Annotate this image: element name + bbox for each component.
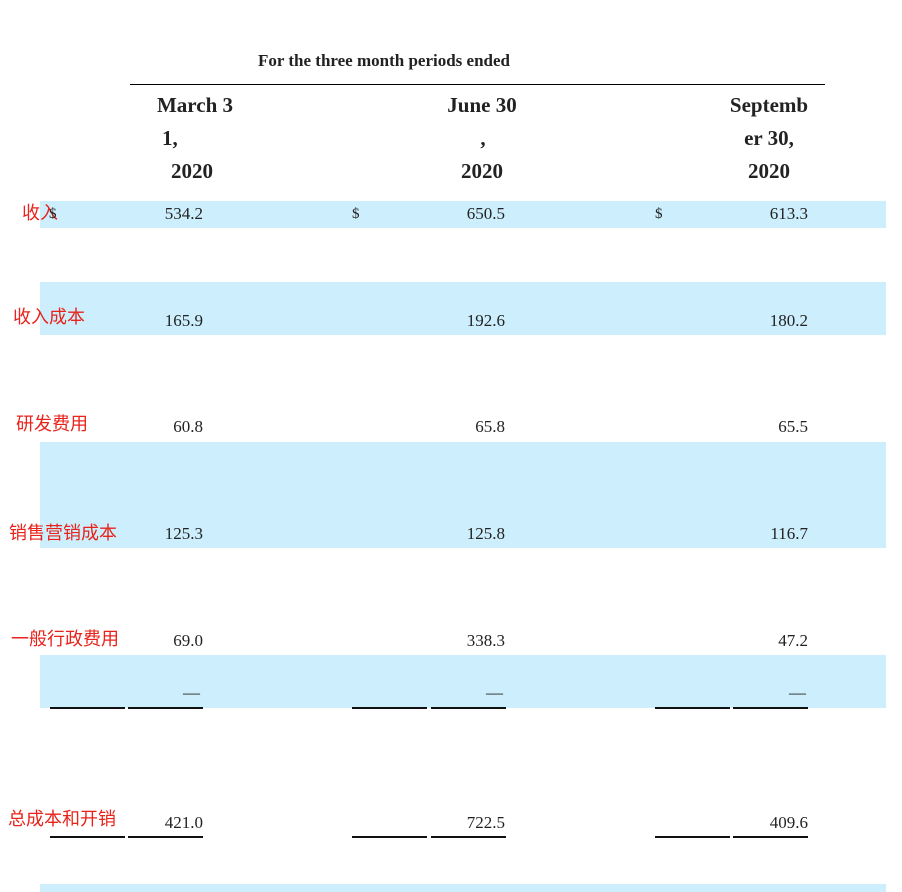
value-cell: 722.5: [466, 813, 505, 832]
value-cell: 613.3: [769, 204, 808, 223]
column-header-line: March 3: [156, 93, 233, 117]
row-band: [40, 282, 886, 335]
column-header-march: March 3 1, 2020: [140, 89, 250, 188]
row-label-sales-marketing: 销售营销成本: [9, 523, 117, 544]
value-cell: 65.5: [778, 417, 808, 436]
row-band: [40, 442, 886, 548]
value-cell: 125.8: [466, 524, 505, 543]
dash-cell: —: [183, 683, 200, 702]
row-label-total-costs-expenses: 总成本和开销: [8, 809, 116, 830]
row-band: [40, 655, 886, 708]
column-header-line: er 30,: [744, 126, 794, 150]
total-rule: [128, 836, 203, 838]
row-label-cost-of-revenue: 收入成本: [13, 307, 85, 328]
total-rule: [733, 836, 808, 838]
subtotal-rule: [733, 707, 808, 709]
value-cell: 125.3: [164, 524, 203, 543]
value-cell: 338.3: [466, 631, 505, 650]
row-band: [40, 884, 886, 892]
column-header-line: ,: [480, 126, 486, 150]
column-header-june: June 30 , 2020: [427, 89, 537, 188]
value-cell: 192.6: [466, 311, 505, 330]
column-header-line: June 30: [447, 93, 517, 117]
value-cell: 116.7: [770, 524, 808, 543]
dash-cell: —: [789, 683, 806, 702]
column-header-line: 2020: [171, 159, 213, 183]
row-label-revenue: 收入: [22, 203, 58, 224]
row-band: [40, 201, 886, 228]
currency-symbol: $: [352, 206, 360, 222]
column-header-line: 1,: [162, 126, 178, 150]
value-cell: 650.5: [466, 204, 505, 223]
value-cell: 534.2: [164, 204, 203, 223]
value-cell: 69.0: [173, 631, 203, 650]
column-header-line: 2020: [461, 159, 503, 183]
value-cell: 47.2: [778, 631, 808, 650]
row-label-research-development: 研发费用: [16, 414, 88, 435]
subtotal-rule: [128, 707, 203, 709]
value-cell: 180.2: [769, 311, 808, 330]
column-header-september: Septemb er 30, 2020: [714, 89, 824, 188]
column-header-line: Septemb: [729, 93, 809, 117]
total-rule: [655, 836, 730, 838]
subtotal-rule: [655, 707, 730, 709]
row-label-general-administrative: 一般行政费用: [11, 629, 119, 650]
total-rule: [352, 836, 427, 838]
value-cell: 409.6: [769, 813, 808, 832]
total-rule: [431, 836, 506, 838]
currency-symbol: $: [49, 206, 57, 222]
value-cell: 60.8: [173, 417, 203, 436]
currency-symbol: $: [655, 206, 663, 222]
value-cell: 65.8: [475, 417, 505, 436]
value-cell: 421.0: [164, 813, 203, 832]
period-caption: For the three month periods ended: [258, 51, 511, 70]
subtotal-rule: [431, 707, 506, 709]
total-rule: [50, 836, 125, 838]
column-header-line: 2020: [748, 159, 790, 183]
header-rule: [130, 84, 825, 85]
subtotal-rule: [352, 707, 427, 709]
subtotal-rule: [50, 707, 125, 709]
value-cell: 165.9: [164, 311, 203, 330]
dash-cell: —: [486, 683, 503, 702]
